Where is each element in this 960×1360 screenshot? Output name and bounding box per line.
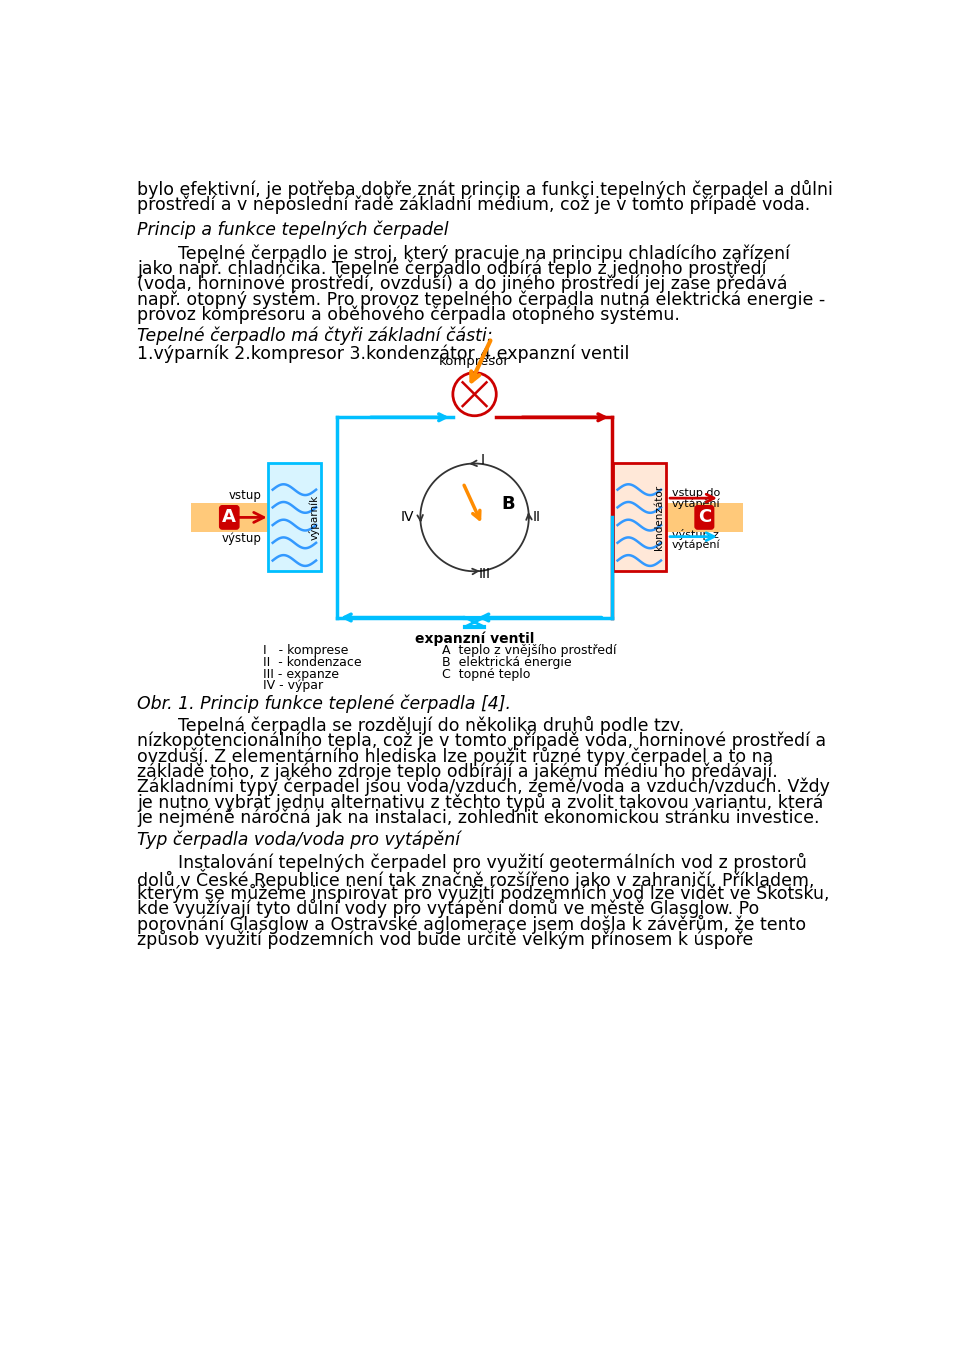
- Text: vytápění: vytápění: [672, 498, 720, 509]
- Text: ovzduší. Z elementárního hlediska lze použit různé typy čerpadel a to na: ovzduší. Z elementárního hlediska lze po…: [137, 747, 774, 766]
- Text: Tepelná čerpadla se rozdělují do několika druhů podle tzv.: Tepelná čerpadla se rozdělují do několik…: [179, 717, 684, 736]
- Text: 1.výparník 2.kompresor 3.kondenzátor 4.expanzní ventil: 1.výparník 2.kompresor 3.kondenzátor 4.e…: [137, 344, 630, 363]
- Circle shape: [453, 373, 496, 416]
- Text: A  teplo z vnějšího prostředí: A teplo z vnějšího prostředí: [442, 645, 616, 657]
- Text: A: A: [223, 509, 236, 526]
- Bar: [190, 503, 321, 532]
- Text: Obr. 1. Princip funkce teplené čerpadla [4].: Obr. 1. Princip funkce teplené čerpadla …: [137, 695, 511, 713]
- Text: např. otopný systém. Pro provoz tepelného čerpadla nutná elektrická energie -: např. otopný systém. Pro provoz tepelnéh…: [137, 290, 826, 309]
- Text: C  topné teplo: C topné teplo: [442, 668, 530, 680]
- Text: kondenzátor: kondenzátor: [655, 484, 664, 549]
- Text: prostředí a v neposlední řadě základní médium, což je v tomto případě voda.: prostředí a v neposlední řadě základní m…: [137, 196, 810, 214]
- Text: II  - kondenzace: II - kondenzace: [263, 656, 362, 669]
- Text: kompresor: kompresor: [439, 355, 510, 369]
- Text: C: C: [698, 509, 711, 526]
- Text: II: II: [533, 510, 540, 525]
- Text: bylo efektivní, je potřeba dobře znát princip a funkci tepelných čerpadel a důln: bylo efektivní, je potřeba dobře znát pr…: [137, 180, 833, 199]
- Text: kde využívají tyto důlní vody pro vytápění domů ve městě Glasglow. Po: kde využívají tyto důlní vody pro vytápě…: [137, 899, 759, 918]
- Text: výstup z: výstup z: [672, 529, 719, 540]
- Text: B  elektrická energie: B elektrická energie: [442, 656, 571, 669]
- Text: (voda, horninové prostředí, ovzduší) a do jiného prostředí jej zase předává: (voda, horninové prostředí, ovzduší) a d…: [137, 275, 787, 294]
- Bar: [612, 464, 665, 571]
- Text: Typ čerpadla voda/voda pro vytápění: Typ čerpadla voda/voda pro vytápění: [137, 830, 460, 849]
- Text: III: III: [478, 567, 491, 582]
- Text: výparník: výparník: [309, 495, 320, 540]
- Text: nízkopotencionálního tepla, což je v tomto případě voda, horninové prostředí a: nízkopotencionálního tepla, což je v tom…: [137, 732, 827, 749]
- Text: vytápění: vytápění: [672, 540, 720, 551]
- Text: I: I: [481, 453, 485, 468]
- Bar: [268, 464, 321, 571]
- Text: vstup: vstup: [228, 490, 262, 502]
- Text: IV - výpar: IV - výpar: [263, 679, 324, 692]
- Text: je nejméně náročná jak na instalaci, zohlednit ekonomickou stránku investice.: je nejméně náročná jak na instalaci, zoh…: [137, 808, 820, 827]
- Text: výstup: výstup: [222, 533, 262, 545]
- Text: III - expanze: III - expanze: [263, 668, 340, 680]
- Text: Tepelné čerpadlo má čtyři základní části:: Tepelné čerpadlo má čtyři základní části…: [137, 326, 492, 345]
- Text: vstup do: vstup do: [672, 488, 720, 498]
- Text: jako např. chladnčika. Tepelné čerpadlo odbírá teplo z jednoho prostředí: jako např. chladnčika. Tepelné čerpadlo …: [137, 260, 766, 277]
- Text: expanzní ventil: expanzní ventil: [415, 631, 535, 646]
- Text: Základními typy čerpadel jsou voda/vzduch, země/voda a vzduch/vzduch. Vždy: Základními typy čerpadel jsou voda/vzduc…: [137, 778, 830, 796]
- Bar: [612, 503, 743, 532]
- Text: Instalování tepelných čerpadel pro využití geotermálních vod z prostorů: Instalování tepelných čerpadel pro využi…: [179, 853, 807, 872]
- Text: Princip a funkce tepelných čerpadel: Princip a funkce tepelných čerpadel: [137, 220, 448, 239]
- Text: B: B: [502, 495, 516, 513]
- Text: provoz kompresoru a oběhového čerpadla otopného systému.: provoz kompresoru a oběhového čerpadla o…: [137, 306, 680, 324]
- Text: I   - komprese: I - komprese: [263, 645, 348, 657]
- Text: je nutno vybrat jednu alternativu z těchto typů a zvolit takovou variantu, která: je nutno vybrat jednu alternativu z těch…: [137, 793, 824, 812]
- Text: způsob využití podzemních vod bude určitě velkým přínosem k úspoře: způsob využití podzemních vod bude určit…: [137, 930, 754, 949]
- Text: dolů v České Republice není tak značně rozšířeno jako v zahraničí. Příkladem,: dolů v České Republice není tak značně r…: [137, 869, 814, 889]
- Text: Tepelné čerpadlo je stroj, který pracuje na principu chladícího zařízení: Tepelné čerpadlo je stroj, který pracuje…: [179, 243, 790, 262]
- Text: porovnání Glasglow a Ostravské aglomerace jsem došla k závěrům, že tento: porovnání Glasglow a Ostravské aglomerac…: [137, 915, 806, 934]
- Text: IV: IV: [400, 510, 414, 525]
- Text: kterým se můžeme inspirovat pro využití podzemních vod lze vidět ve Skotsku,: kterým se můžeme inspirovat pro využití …: [137, 884, 829, 903]
- Text: základě toho, z jakého zdroje teplo odbírájí a jakému médiu ho předávají.: základě toho, z jakého zdroje teplo odbí…: [137, 762, 778, 781]
